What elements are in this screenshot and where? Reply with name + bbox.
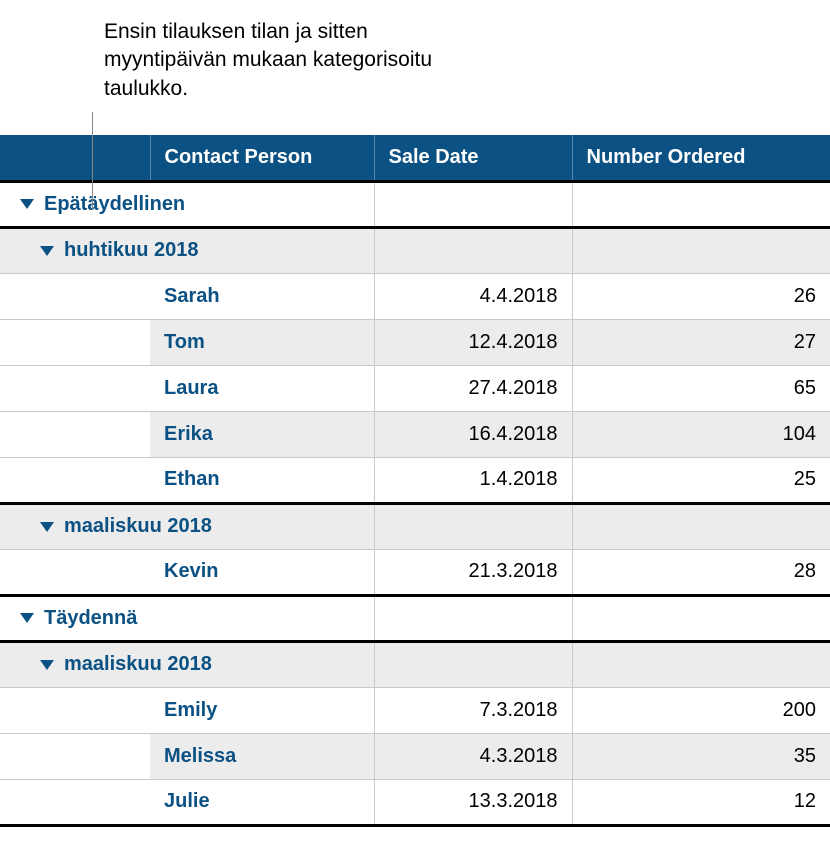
- row-indent-cell: [0, 319, 150, 365]
- disclosure-triangle-icon[interactable]: [40, 246, 54, 256]
- sale-date-cell: 1.4.2018: [374, 457, 572, 503]
- table-row: Erika16.4.2018104: [0, 411, 830, 457]
- disclosure-triangle-icon[interactable]: [20, 199, 34, 209]
- row-indent-cell: [0, 411, 150, 457]
- table-row: Julie13.3.201812: [0, 779, 830, 825]
- subgroup-label: huhtikuu 2018: [64, 239, 198, 261]
- subgroup-label: maaliskuu 2018: [64, 654, 212, 676]
- group-row-level1[interactable]: Täydennä: [0, 595, 830, 641]
- sale-date-cell: 12.4.2018: [374, 319, 572, 365]
- table-row: Melissa4.3.201835: [0, 733, 830, 779]
- contact-person-cell: Melissa: [150, 733, 374, 779]
- group-label: Epätäydellinen: [44, 193, 185, 215]
- table-row: Emily7.3.2018200: [0, 687, 830, 733]
- table-row: Laura27.4.201865: [0, 365, 830, 411]
- contact-person-cell: Julie: [150, 779, 374, 825]
- row-indent-cell: [0, 457, 150, 503]
- contact-person-cell: Emily: [150, 687, 374, 733]
- header-number-ordered: Number Ordered: [572, 135, 830, 181]
- row-indent-cell: [0, 549, 150, 595]
- table-row: Ethan1.4.201825: [0, 457, 830, 503]
- contact-person-cell: Sarah: [150, 273, 374, 319]
- caption-text: Ensin tilauksen tilan ja sitten myyntipä…: [0, 0, 480, 103]
- group-row-level2[interactable]: maaliskuu 2018: [0, 503, 830, 549]
- group-row-level2[interactable]: huhtikuu 2018: [0, 227, 830, 273]
- row-indent-cell: [0, 365, 150, 411]
- sale-date-cell: 7.3.2018: [374, 687, 572, 733]
- sale-date-cell: 16.4.2018: [374, 411, 572, 457]
- number-ordered-cell: 12: [572, 779, 830, 825]
- table-row: Kevin21.3.201828: [0, 549, 830, 595]
- contact-person-cell: Laura: [150, 365, 374, 411]
- table-row: Tom12.4.201827: [0, 319, 830, 365]
- categorized-table: Contact Person Sale Date Number Ordered …: [0, 135, 830, 827]
- row-indent-cell: [0, 733, 150, 779]
- group-row-level1[interactable]: Epätäydellinen: [0, 181, 830, 227]
- contact-person-cell: Ethan: [150, 457, 374, 503]
- row-indent-cell: [0, 779, 150, 825]
- contact-person-cell: Erika: [150, 411, 374, 457]
- header-blank: [0, 135, 150, 181]
- number-ordered-cell: 35: [572, 733, 830, 779]
- group-label: Täydennä: [44, 607, 137, 629]
- number-ordered-cell: 28: [572, 549, 830, 595]
- number-ordered-cell: 200: [572, 687, 830, 733]
- header-sale-date: Sale Date: [374, 135, 572, 181]
- disclosure-triangle-icon[interactable]: [40, 522, 54, 532]
- contact-person-cell: Tom: [150, 319, 374, 365]
- sale-date-cell: 21.3.2018: [374, 549, 572, 595]
- table-header-row: Contact Person Sale Date Number Ordered: [0, 135, 830, 181]
- disclosure-triangle-icon[interactable]: [40, 660, 54, 670]
- number-ordered-cell: 27: [572, 319, 830, 365]
- caption-leader-line: [92, 112, 93, 210]
- subgroup-label: maaliskuu 2018: [64, 515, 212, 537]
- row-indent-cell: [0, 273, 150, 319]
- contact-person-cell: Kevin: [150, 549, 374, 595]
- sale-date-cell: 27.4.2018: [374, 365, 572, 411]
- sale-date-cell: 4.3.2018: [374, 733, 572, 779]
- disclosure-triangle-icon[interactable]: [20, 613, 34, 623]
- table-row: Sarah4.4.201826: [0, 273, 830, 319]
- group-row-level2[interactable]: maaliskuu 2018: [0, 641, 830, 687]
- sale-date-cell: 13.3.2018: [374, 779, 572, 825]
- number-ordered-cell: 25: [572, 457, 830, 503]
- number-ordered-cell: 65: [572, 365, 830, 411]
- row-indent-cell: [0, 687, 150, 733]
- number-ordered-cell: 26: [572, 273, 830, 319]
- header-contact-person: Contact Person: [150, 135, 374, 181]
- sale-date-cell: 4.4.2018: [374, 273, 572, 319]
- number-ordered-cell: 104: [572, 411, 830, 457]
